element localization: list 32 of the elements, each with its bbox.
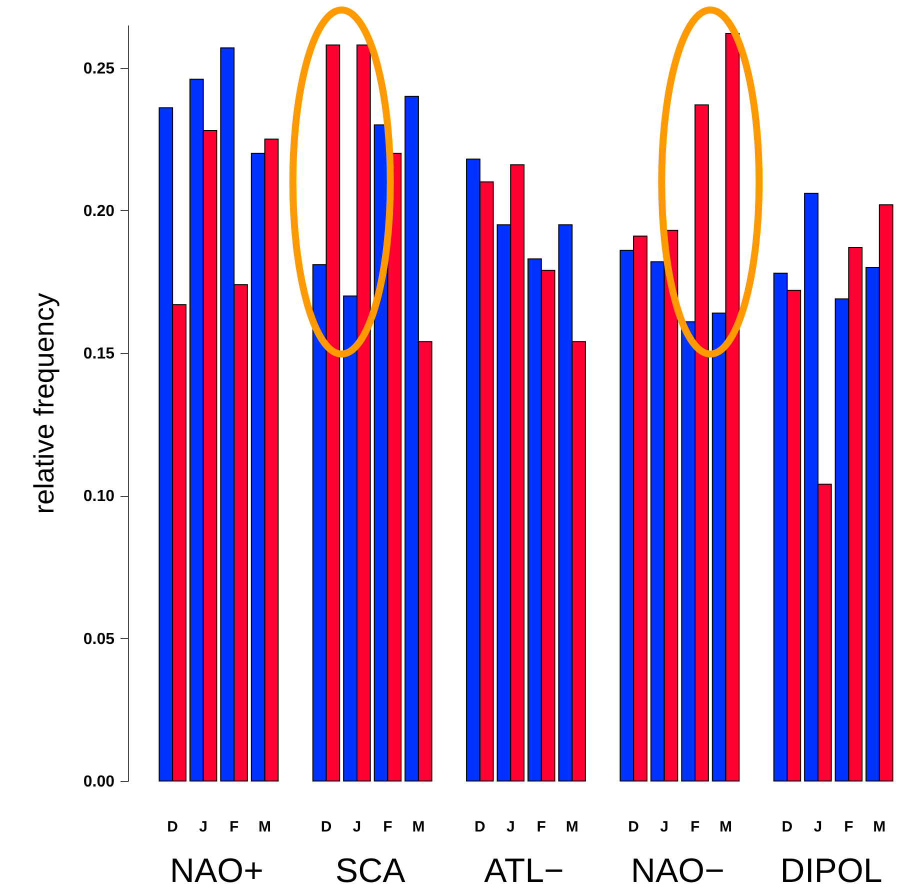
x-tick-label: J	[352, 818, 362, 836]
text: NAO+	[170, 852, 264, 888]
x-tick-label: F	[229, 818, 239, 836]
x-tick-label: M	[412, 818, 425, 836]
y-tick-label: 0.00	[83, 774, 115, 790]
x-tick-label: J	[199, 818, 208, 836]
text: NAO−	[630, 852, 724, 888]
text: SCA	[335, 852, 406, 888]
x-tick-label: M	[720, 818, 732, 836]
x-tick-label: J	[814, 818, 822, 836]
y-tick-label: 0.10	[83, 488, 115, 506]
x-tick-label: M	[566, 818, 578, 836]
text: DIPOL	[780, 852, 882, 888]
x-tick-label: D	[474, 818, 486, 836]
y-tick-label: 0.15	[83, 346, 115, 363]
y-axis-title: relative frequency	[28, 292, 60, 514]
x-tick-label: F	[383, 818, 392, 836]
x-tick-label: M	[258, 818, 272, 836]
x-tick-label: D	[628, 818, 640, 836]
x-tick-label: D	[167, 818, 178, 836]
y-tick-label: 0.25	[83, 60, 115, 78]
x-tick-label: D	[782, 818, 793, 836]
text: ATL−	[484, 852, 564, 888]
x-tick-label: F	[844, 818, 854, 836]
x-tick-label: J	[506, 818, 515, 836]
y-tick-label: 0.05	[83, 630, 115, 648]
x-tick-label: J	[660, 818, 668, 836]
x-tick-label: M	[873, 818, 886, 836]
y-tick-label: 0.20	[83, 202, 115, 220]
x-tick-label: D	[320, 818, 332, 836]
x-tick-label: F	[536, 818, 546, 836]
x-tick-label: F	[690, 818, 700, 836]
